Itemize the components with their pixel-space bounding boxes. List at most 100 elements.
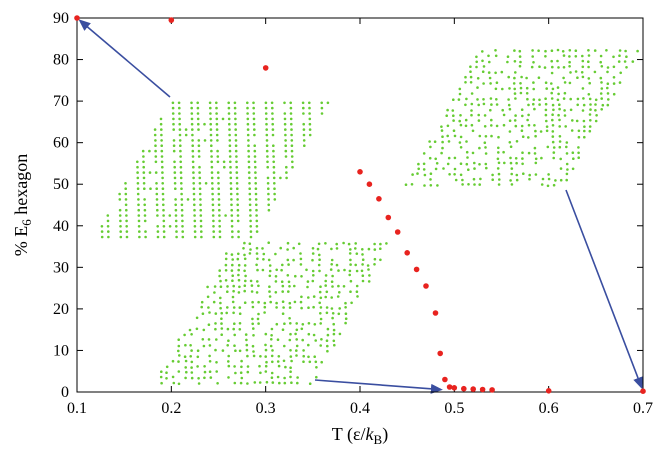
inset-particle [473,167,476,170]
inset-particle [289,332,292,336]
inset-particle [246,354,249,358]
inset-particle [230,214,234,217]
inset-particle [489,82,492,85]
inset-particle [198,192,202,196]
inset-particle [532,87,535,91]
inset-particle [245,348,249,352]
inset-particle [218,214,221,217]
inset-particle [216,382,219,385]
inset-particle [507,103,511,107]
inset-particle [465,162,469,166]
data-point [442,376,448,383]
inset-particle [344,301,347,305]
inset-particle [452,114,455,117]
inset-particle [481,50,484,53]
inset-particle [294,274,297,278]
inset-particle [295,338,299,341]
inset-particle [155,198,159,201]
inset-particle [161,187,165,190]
inset-particle [484,162,488,166]
inset-particle [519,82,522,85]
inset-particle [282,306,285,309]
inset-particle [261,247,264,250]
inset-particle [220,333,223,337]
inset-particle [349,248,352,251]
inset-particle [367,268,370,271]
inset-particle [142,155,145,158]
inset-particle [527,123,531,127]
inset-particle [619,71,622,75]
inset-particle [366,264,370,267]
inset-particle [209,139,213,142]
inset-particle [225,311,228,315]
inset-particle [601,103,605,107]
inset-particle [600,97,603,100]
inset-particle [257,322,260,325]
inset-particle [211,208,215,212]
inset-particle [215,101,218,105]
inset-particle [255,214,258,217]
inset-particle [256,268,259,272]
inset-particle [207,338,211,341]
inset-particle [285,176,288,180]
inset-particle [238,306,242,309]
inset-particle [162,235,166,239]
inset-particle [192,165,195,169]
y-tick-label: 70 [53,93,69,110]
inset-particle [478,146,481,150]
inset-particle [265,128,269,131]
inset-particle [266,182,270,185]
inset-particle [165,371,168,375]
inset-particle [249,279,253,283]
inset-particle [214,327,217,331]
inset-particle [264,348,268,352]
inset-arrow [565,189,643,390]
inset-particle [558,140,562,143]
inset-particle [125,214,128,217]
inset-particle [541,177,545,181]
inset-particle [308,128,312,131]
inset-particle [255,252,259,255]
inset-particle [202,328,206,332]
inset-particle [519,86,523,90]
inset-particle [569,71,572,74]
inset-particle [200,300,204,304]
y-tick-label: 80 [53,52,69,69]
inset-particle [270,354,274,358]
inset-particle [235,176,239,180]
inset-particle [285,171,288,174]
inset-particle [481,59,484,63]
inset-particle [136,176,140,180]
inset-particle [354,247,357,250]
inset-particle [203,139,207,142]
inset-particle [216,171,220,174]
inset-particle [245,343,249,347]
inset-particle [551,135,555,138]
inset-particle [311,269,315,273]
inset-particle [338,291,341,294]
inset-particle [175,230,178,233]
inset-particle [552,151,556,154]
inset-particle [533,124,536,127]
inset-particle [446,162,450,166]
inset-particle [190,101,193,105]
data-point [640,388,646,395]
inset-particle [143,187,146,190]
inset-particle [196,112,200,115]
inset-particle [162,230,166,233]
inset-particle [209,117,212,121]
inset-particle [173,165,176,169]
inset-particle [248,187,251,190]
inset-particle [208,101,212,105]
inset-particle [335,242,339,246]
inset-particle [100,225,104,228]
inset-particle [177,382,181,386]
inset-particle [248,242,252,245]
inset-particle [556,98,560,102]
inset-particle [209,376,213,379]
inset-particle [332,322,336,326]
inset-particle [125,235,129,239]
inset-particle [618,81,622,84]
data-point [432,310,439,316]
inset-particle [349,290,352,294]
